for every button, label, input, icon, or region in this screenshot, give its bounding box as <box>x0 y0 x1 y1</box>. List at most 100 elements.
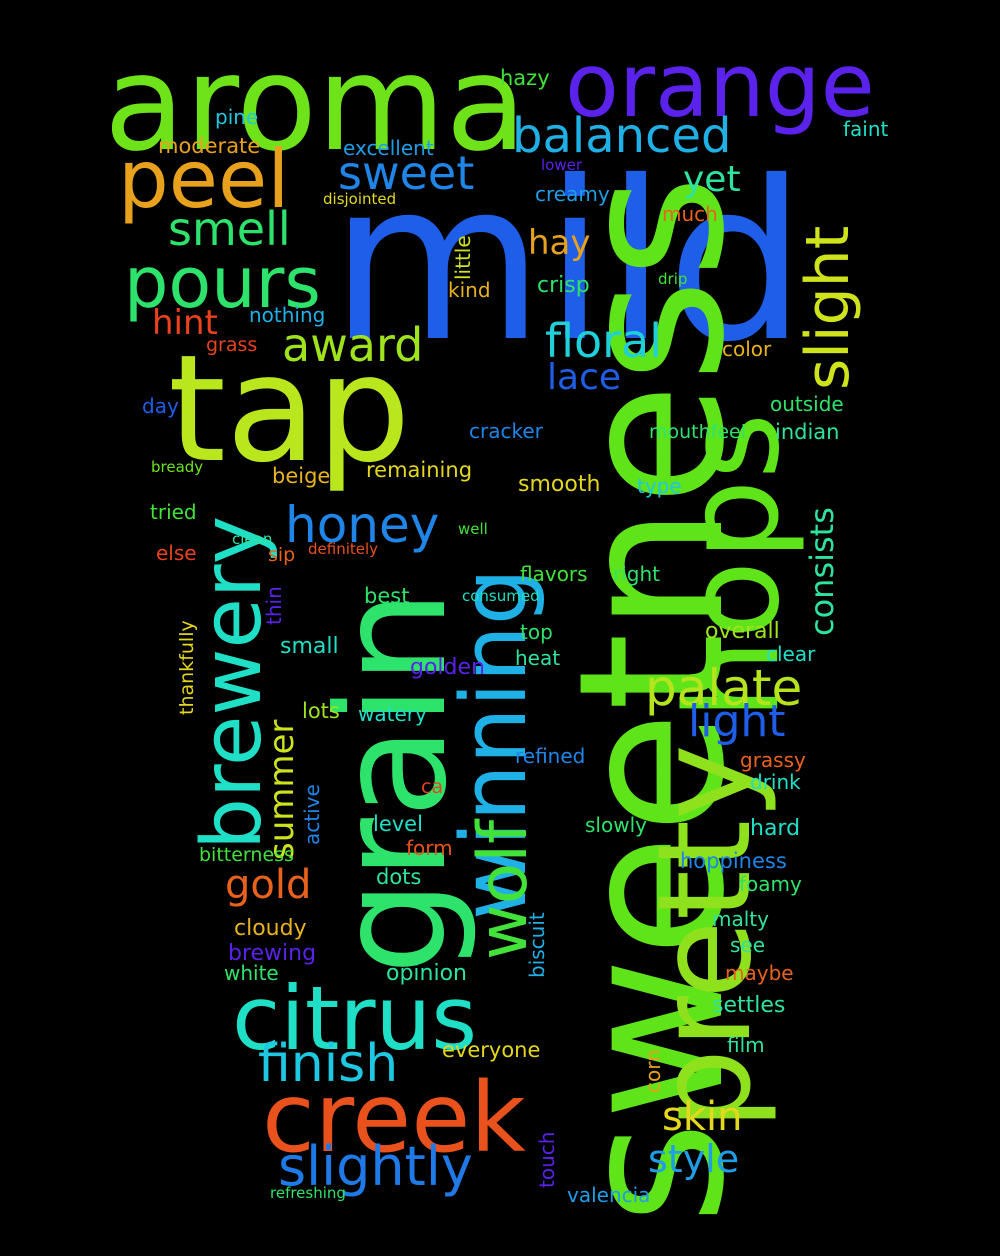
word: mild <box>330 134 807 390</box>
word: biscuit <box>525 912 549 978</box>
word: malty <box>712 907 769 931</box>
word: summer <box>262 719 302 860</box>
word: slightly <box>278 1135 473 1198</box>
word: tried <box>150 500 197 524</box>
word: drink <box>750 770 801 794</box>
word: slight <box>793 225 863 390</box>
word: hazy <box>500 66 550 90</box>
word: balanced <box>512 108 732 164</box>
word: honey <box>285 496 440 554</box>
word: excellent <box>343 136 434 160</box>
word: style <box>648 1137 740 1181</box>
word: slowly <box>585 813 647 837</box>
word: lace <box>547 357 622 398</box>
word: bready <box>151 458 204 476</box>
word: maybe <box>725 961 794 985</box>
word: else <box>156 541 197 565</box>
word: lots <box>302 699 340 723</box>
word: cracker <box>469 419 543 443</box>
word: palate <box>645 659 803 717</box>
word: light <box>688 696 786 747</box>
word: peel <box>118 133 290 226</box>
word: indian <box>775 420 840 444</box>
word: heat <box>515 646 561 670</box>
word: definitely <box>308 540 379 558</box>
word: sip <box>268 544 296 566</box>
word: clear <box>766 642 816 666</box>
word: right <box>613 562 660 586</box>
word: skin <box>662 1094 743 1140</box>
word: smell <box>168 202 291 256</box>
word: beige <box>272 464 331 488</box>
word: watery <box>358 702 427 726</box>
word: much <box>662 202 718 226</box>
word: thankfully <box>176 620 198 715</box>
word: film <box>727 1033 765 1057</box>
word: crisp <box>537 273 590 298</box>
word: hoppiness <box>680 849 787 873</box>
word: nothing <box>249 303 326 327</box>
word: lower <box>541 156 583 174</box>
word: small <box>280 634 339 659</box>
word: opinion <box>386 961 467 986</box>
word: mouthfeel <box>649 421 747 443</box>
word: form <box>406 836 453 860</box>
word: foamy <box>739 872 802 896</box>
word: hint <box>152 303 218 343</box>
word: brewing <box>228 941 317 966</box>
word: top <box>520 620 553 644</box>
word: everyone <box>442 1038 541 1062</box>
word: gold <box>225 862 312 908</box>
word: refined <box>515 744 586 768</box>
word: creek <box>262 1062 526 1174</box>
word: consumed <box>462 587 540 605</box>
word: valencia <box>567 1183 651 1207</box>
word: cloudy <box>234 916 307 941</box>
word: active <box>300 784 324 845</box>
word: grass <box>206 334 258 356</box>
word: touch <box>535 1131 559 1188</box>
word: outside <box>770 392 844 416</box>
word: thin <box>262 586 286 625</box>
word: citrus <box>232 967 478 1070</box>
word: pine <box>215 105 259 129</box>
word: kind <box>448 278 491 302</box>
word: remaining <box>366 458 473 482</box>
word: orange <box>565 34 875 137</box>
word: dots <box>376 865 422 889</box>
word: ca <box>421 776 444 798</box>
word: well <box>458 520 488 538</box>
word: overall <box>705 619 780 644</box>
word: settles <box>712 993 786 1018</box>
word: drip <box>658 270 688 288</box>
word: floral <box>545 314 662 368</box>
word: golden <box>410 655 485 680</box>
word: day <box>142 394 179 418</box>
word: type <box>637 474 682 498</box>
word: creamy <box>535 182 610 206</box>
word: aroma <box>104 27 527 181</box>
word: color <box>722 337 772 361</box>
word: moderate <box>158 134 261 158</box>
word: hard <box>750 816 801 841</box>
word: white <box>224 961 279 985</box>
word: see <box>730 933 766 957</box>
word: bitterness <box>199 844 294 866</box>
word: pours <box>124 242 321 324</box>
word: award <box>282 318 424 372</box>
word: flavors <box>520 562 588 586</box>
word: little <box>451 235 475 280</box>
word: refreshing <box>270 1184 346 1202</box>
word: grassy <box>740 748 806 772</box>
word: best <box>364 584 410 608</box>
word: smooth <box>518 472 601 497</box>
word: finish <box>258 1034 399 1094</box>
word: hay <box>528 223 591 263</box>
word: faint <box>843 117 889 141</box>
word: level <box>373 812 423 836</box>
word: yet <box>683 159 741 200</box>
word: consists <box>803 507 841 636</box>
word: corn <box>641 1049 665 1093</box>
word: tap <box>168 323 411 495</box>
